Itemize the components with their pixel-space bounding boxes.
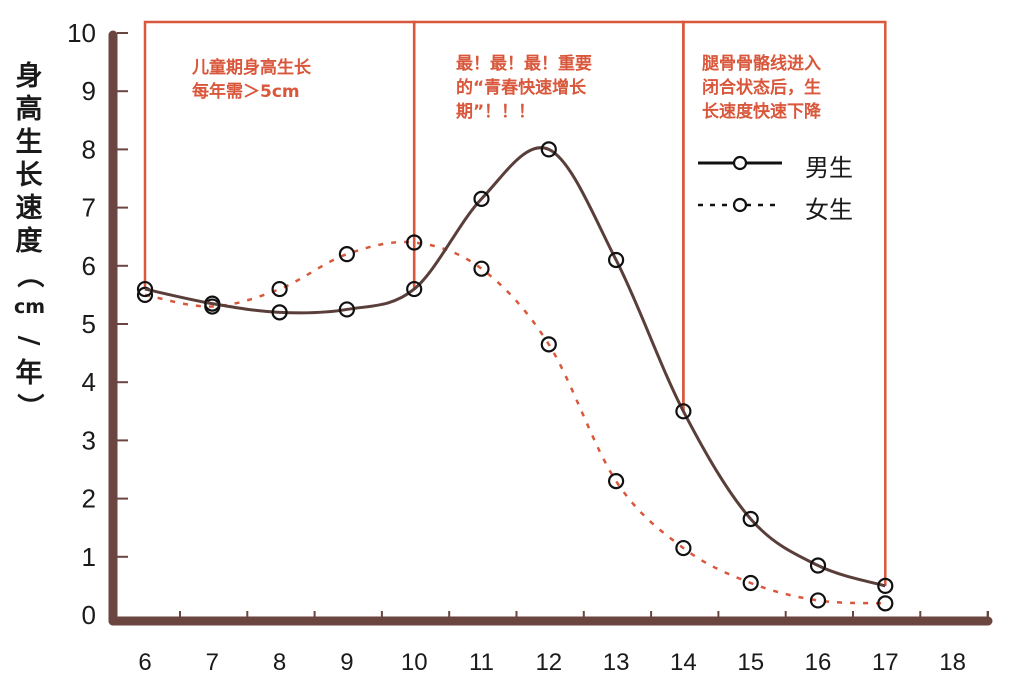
y-axis-title-char: （ [13, 261, 45, 288]
y-axis: 0 1 2 3 4 5 6 7 8 9 10 [67, 18, 128, 630]
data-point-marker [809, 592, 827, 609]
y-axis-title-char: 长 [15, 160, 43, 191]
y-tick-label: 4 [82, 367, 96, 397]
y-axis-title: 身高生长速度 （ cm / 年 ） [13, 60, 46, 423]
data-point-marker [607, 473, 625, 490]
y-axis-title-char: 年 [15, 358, 43, 389]
y-tick-label: 5 [82, 309, 96, 339]
y-tick-label: 10 [67, 18, 96, 48]
y-axis-title-char: 生 [15, 127, 43, 158]
x-tick-label: 12 [535, 649, 562, 675]
legend-label-male: 男生 [805, 154, 853, 182]
y-axis-title-char: 高 [15, 94, 43, 125]
data-point-marker [204, 295, 221, 312]
data-point-marker [809, 557, 827, 574]
data-point-marker [271, 280, 288, 298]
annotation-childhood: 儿童期身高生长 每年需＞5cm [192, 56, 311, 104]
annotation-line: 腿骨骨骼线进入 [702, 54, 821, 74]
data-point-marker [877, 577, 894, 595]
y-tick-label: 8 [82, 134, 96, 164]
annotation-line: 闭合状态后，生 [702, 78, 821, 98]
data-point-marker [136, 286, 154, 303]
annotation-line: 的“青春快速增长 [456, 78, 587, 98]
annotation-puberty: 最！最！最！重要 的“青春快速增长 期”！！！ [456, 52, 592, 124]
data-point-marker [742, 574, 759, 592]
y-axis-title-char: ） [13, 393, 45, 420]
x-tick-label: 13 [603, 649, 630, 675]
legend [698, 155, 782, 213]
y-axis-title-char: 身 [15, 61, 43, 92]
series-line [144, 240, 886, 605]
x-tick-label: 14 [670, 649, 697, 675]
x-axis: 6 7 8 9 10 11 12 13 14 15 16 17 18 [108, 611, 993, 675]
data-point-marker [675, 403, 692, 420]
data-point-marker [473, 190, 490, 207]
y-tick-label: 9 [82, 76, 96, 106]
x-tick-label: 7 [206, 649, 219, 675]
annotation-line: 每年需＞5cm [192, 82, 300, 102]
legend-marker-male [732, 155, 748, 171]
data-point-marker [607, 251, 625, 269]
x-tick-label: 10 [401, 649, 428, 675]
y-tick-label: 2 [82, 484, 96, 514]
data-point-marker [473, 260, 490, 277]
x-tick-label: 17 [872, 649, 899, 675]
x-tick-label: 8 [273, 649, 286, 675]
x-tick-label: 11 [469, 649, 494, 675]
annotation-closure: 腿骨骨骼线进入 闭合状态后，生 长速度快速下降 [702, 52, 821, 124]
data-point-marker [742, 510, 759, 528]
annotation-line: 最！最！最！重要 [456, 54, 592, 74]
series-line [144, 146, 886, 588]
data-point-marker [406, 280, 423, 298]
data-point-marker [338, 246, 355, 263]
y-tick-label: 7 [82, 193, 96, 223]
y-tick-label: 0 [82, 600, 96, 630]
annotation-line: 长速度快速下降 [702, 102, 821, 122]
y-axis-title-char: 度 [15, 226, 43, 257]
region-boxes [143, 20, 887, 586]
data-point-marker [540, 336, 557, 353]
data-point-marker [877, 595, 894, 612]
x-tick-label: 18 [939, 649, 966, 675]
y-tick-label: 6 [82, 251, 96, 281]
data-point-marker [271, 304, 288, 321]
x-tick-label: 16 [805, 649, 832, 675]
series-female [136, 234, 894, 612]
data-point-marker [675, 539, 692, 557]
data-point-marker [136, 280, 154, 298]
y-axis-title-char: cm [14, 296, 46, 318]
annotation-line: 儿童期身高生长 [192, 58, 311, 78]
data-point-marker [406, 234, 423, 251]
x-tick-label: 9 [340, 649, 353, 675]
annotation-line: 期”！！！ [456, 102, 536, 122]
data-point-marker [540, 141, 557, 158]
series-male [136, 141, 894, 595]
y-tick-label: 3 [82, 425, 96, 455]
y-tick-label: 1 [82, 542, 96, 572]
x-tick-label: 15 [737, 649, 764, 675]
y-axis-title-char: 速 [15, 193, 43, 224]
y-axis-title-char: / [13, 335, 45, 346]
region-box [682, 20, 887, 586]
data-point-marker [338, 301, 355, 318]
x-tick-label: 6 [138, 649, 151, 675]
legend-marker-female [732, 197, 748, 213]
legend-label-female: 女生 [805, 196, 853, 224]
